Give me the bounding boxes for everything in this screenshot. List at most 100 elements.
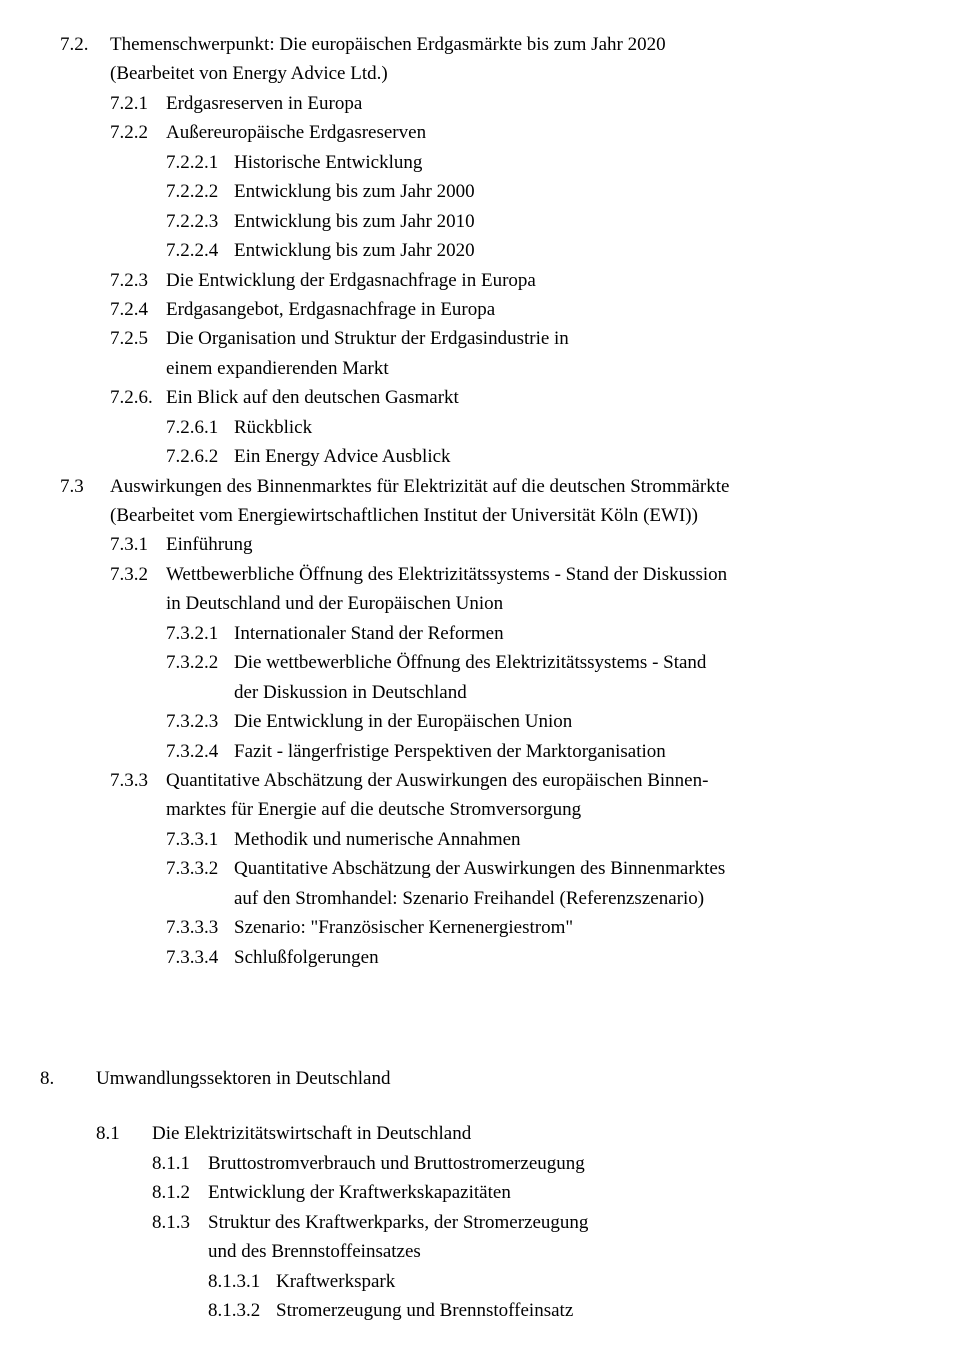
toc-title: Quantitative Abschätzung der Auswirkunge… <box>234 854 960 883</box>
toc-entry-7-3-2-1: 7.3.2.1 Internationaler Stand der Reform… <box>166 619 960 648</box>
toc-number: 7.2.6. <box>110 383 166 412</box>
toc-entry-7-2-2-2: 7.2.2.2 Entwicklung bis zum Jahr 2000 39… <box>166 177 960 206</box>
spacer <box>60 1093 960 1119</box>
toc-number: 7.3.3 <box>110 766 166 795</box>
toc-number: 7.3.3.1 <box>166 825 234 854</box>
toc-title: Internationaler Stand der Reformen <box>234 619 960 648</box>
toc-number: 7.2.2.1 <box>166 148 234 177</box>
toc-title: in Deutschland und der Europäischen Unio… <box>166 589 960 618</box>
toc-number: 8.1.1 <box>152 1149 208 1178</box>
spacer <box>60 1018 960 1064</box>
toc-entry-7-2-2-1: 7.2.2.1 Historische Entwicklung 392 <box>166 148 960 177</box>
toc-number: 7.3.2.1 <box>166 619 234 648</box>
toc-number: 7.2.2.4 <box>166 236 234 265</box>
toc-entry-7-3-2-2-cont: der Diskussion in Deutschland 433 <box>234 678 960 707</box>
toc-title: Die Entwicklung der Erdgasnachfrage in E… <box>166 266 960 295</box>
toc-entry-7-2-1: 7.2.1 Erdgasreserven in Europa 383 <box>110 89 960 118</box>
toc-entry-7-3-2-cont: in Deutschland und der Europäischen Unio… <box>166 589 960 618</box>
toc-number: 7.2.4 <box>110 295 166 324</box>
toc-number: 8.1.3.2 <box>208 1296 276 1325</box>
toc-title: Szenario: "Französischer Kernenergiestro… <box>234 913 960 942</box>
toc-number: 7.3.2.3 <box>166 707 234 736</box>
toc-title: Entwicklung bis zum Jahr 2000 <box>234 177 960 206</box>
toc-entry-7-3-3-3: 7.3.3.3 Szenario: "Französischer Kernene… <box>166 913 960 942</box>
toc-number: 7.2.2.3 <box>166 207 234 236</box>
toc-title: Die Elektrizitätswirtschaft in Deutschla… <box>152 1119 960 1148</box>
toc-number: 7.3.3.3 <box>166 913 234 942</box>
section-7-2-sub: (Bearbeitet von Energy Advice Ltd.) 383 <box>110 59 960 88</box>
toc-title: der Diskussion in Deutschland <box>234 678 960 707</box>
toc-entry-7-3-3-2-cont: auf den Stromhandel: Szenario Freihandel… <box>234 884 960 913</box>
toc-title: Entwicklung bis zum Jahr 2010 <box>234 207 960 236</box>
toc-number: 7.2.1 <box>110 89 166 118</box>
toc-title: Bruttostromverbrauch und Bruttostromerze… <box>208 1149 960 1178</box>
toc-entry-8-1-2: 8.1.2 Entwicklung der Kraftwerkskapazitä… <box>152 1178 960 1207</box>
toc-number: 7.3.1 <box>110 530 166 559</box>
toc-number: 7.2.6.1 <box>166 413 234 442</box>
toc-entry-8-1-3-1: 8.1.3.1 Kraftwerkspark 482 <box>208 1267 960 1296</box>
toc-title: Einführung <box>166 530 960 559</box>
toc-number: 7.2.2.2 <box>166 177 234 206</box>
toc-title: Fazit - längerfristige Perspektiven der … <box>234 737 960 766</box>
toc-entry-7-3-3: 7.3.3 Quantitative Abschätzung der Auswi… <box>110 766 960 795</box>
toc-title: Entwicklung der Kraftwerkskapazitäten <box>208 1178 960 1207</box>
toc-entry-7-3-3-cont: marktes für Energie auf die deutsche Str… <box>166 795 960 824</box>
toc-entry-7-2-6-2: 7.2.6.2 Ein Energy Advice Ausblick 414 <box>166 442 960 471</box>
toc-number: 7.2.5 <box>110 324 166 353</box>
toc-title: Stromerzeugung und Brennstoffeinsatz <box>276 1296 960 1325</box>
toc-title: Außereuropäische Erdgasreserven <box>166 118 960 147</box>
section-8-1: 8.1 Die Elektrizitätswirtschaft in Deuts… <box>96 1119 960 1148</box>
toc-title: Historische Entwicklung <box>234 148 960 177</box>
toc-title: Kraftwerkspark <box>276 1267 960 1296</box>
toc-title: Die wettbewerbliche Öffnung des Elektriz… <box>234 648 960 677</box>
toc-number: 7.2. <box>60 30 110 59</box>
section-7-3-sub: (Bearbeitet vom Energiewirtschaftlichen … <box>110 501 960 530</box>
toc-title: Ein Blick auf den deutschen Gasmarkt <box>166 383 960 412</box>
toc-entry-7-2-5: 7.2.5 Die Organisation und Struktur der … <box>110 324 960 353</box>
toc-number: 7.2.6.2 <box>166 442 234 471</box>
toc-entry-8-1-3: 8.1.3 Struktur des Kraftwerkparks, der S… <box>152 1208 960 1237</box>
toc-title: Methodik und numerische Annahmen <box>234 825 960 854</box>
toc-number: 7.3.2.4 <box>166 737 234 766</box>
toc-number: 7.3 <box>60 472 110 501</box>
toc-number: 7.3.3.2 <box>166 854 234 883</box>
toc-entry-7-2-2: 7.2.2 Außereuropäische Erdgasreserven 39… <box>110 118 960 147</box>
toc-number: 7.3.2 <box>110 560 166 589</box>
toc-entry-8-1-3-2: 8.1.3.2 Stromerzeugung und Brennstoffein… <box>208 1296 960 1325</box>
section-7-3: 7.3 Auswirkungen des Binnenmarktes für E… <box>60 472 960 501</box>
toc-entry-7-3-1: 7.3.1 Einführung 418 <box>110 530 960 559</box>
toc-title: Quantitative Abschätzung der Auswirkunge… <box>166 766 960 795</box>
toc-title: einem expandierenden Markt <box>166 354 960 383</box>
toc-title: Schlußfolgerungen <box>234 943 960 972</box>
toc-entry-7-3-3-1: 7.3.3.1 Methodik und numerische Annahmen… <box>166 825 960 854</box>
toc-title: Die Entwicklung in der Europäischen Unio… <box>234 707 960 736</box>
toc-number: 7.3.2.2 <box>166 648 234 677</box>
toc-title: Ein Energy Advice Ausblick <box>234 442 960 471</box>
chapter-8: 8. Umwandlungssektoren in Deutschland 46… <box>40 1064 960 1093</box>
toc-entry-7-2-5-cont: einem expandierenden Markt 410 <box>166 354 960 383</box>
toc-entry-7-3-2: 7.3.2 Wettbewerbliche Öffnung des Elektr… <box>110 560 960 589</box>
toc-title: Themenschwerpunkt: Die europäischen Erdg… <box>110 30 960 59</box>
toc-entry-7-2-2-4: 7.2.2.4 Entwicklung bis zum Jahr 2020 39… <box>166 236 960 265</box>
toc-number: 8. <box>40 1064 96 1093</box>
toc-title: Auswirkungen des Binnenmarktes für Elekt… <box>110 472 960 501</box>
toc-entry-7-3-2-3: 7.3.2.3 Die Entwicklung in der Europäisc… <box>166 707 960 736</box>
toc-number: 7.3.3.4 <box>166 943 234 972</box>
toc-number: 8.1.3.1 <box>208 1267 276 1296</box>
toc-entry-8-1-1: 8.1.1 Bruttostromverbrauch und Bruttostr… <box>152 1149 960 1178</box>
toc-title: Die Organisation und Struktur der Erdgas… <box>166 324 960 353</box>
toc-title: und des Brennstoffeinsatzes <box>208 1237 960 1266</box>
toc-entry-7-2-3: 7.2.3 Die Entwicklung der Erdgasnachfrag… <box>110 266 960 295</box>
toc-title: marktes für Energie auf die deutsche Str… <box>166 795 960 824</box>
toc-entry-7-3-3-2: 7.3.3.2 Quantitative Abschätzung der Aus… <box>166 854 960 883</box>
toc-title: (Bearbeitet von Energy Advice Ltd.) <box>110 59 960 88</box>
toc-number: 8.1 <box>96 1119 152 1148</box>
toc-title: auf den Stromhandel: Szenario Freihandel… <box>234 884 960 913</box>
toc-number: 7.2.2 <box>110 118 166 147</box>
section-7-2: 7.2. Themenschwerpunkt: Die europäischen… <box>60 30 960 59</box>
toc-title: Erdgasreserven in Europa <box>166 89 960 118</box>
toc-entry-7-3-3-4: 7.3.3.4 Schlußfolgerungen 461 <box>166 943 960 972</box>
toc-title: Wettbewerbliche Öffnung des Elektrizität… <box>166 560 960 589</box>
toc-entry-7-2-6-1: 7.2.6.1 Rückblick 413 <box>166 413 960 442</box>
spacer <box>60 972 960 1018</box>
